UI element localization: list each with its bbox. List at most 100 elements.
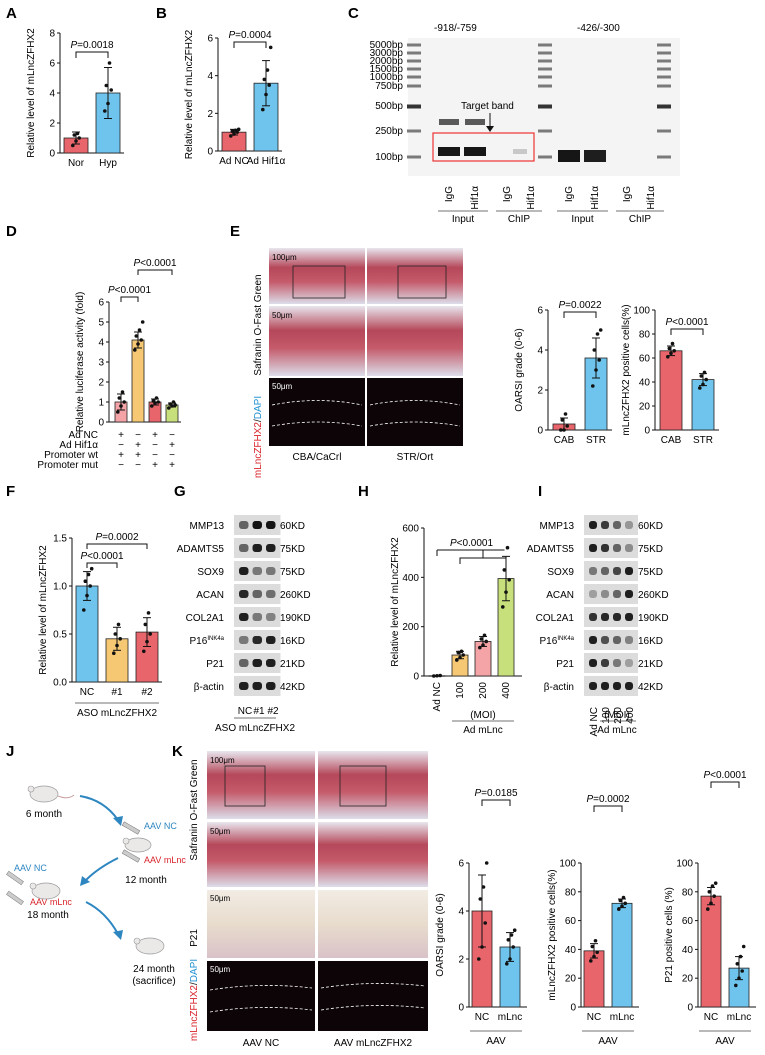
data-point <box>482 633 487 638</box>
protein-label: SOX9 <box>197 567 224 578</box>
lane-label: 100 <box>601 707 612 724</box>
blot-band <box>613 590 621 598</box>
boundary-line <box>320 983 426 989</box>
superscript: INK4a <box>207 636 224 642</box>
blot-band <box>601 567 609 575</box>
significance-bracket <box>563 311 597 318</box>
data-point <box>268 45 273 50</box>
y-axis-label: P21 positive cells (%) <box>664 887 675 983</box>
fluor-image <box>318 961 428 1031</box>
x-tick-label: NC <box>587 1012 601 1023</box>
data-point <box>459 649 464 654</box>
condition-sign: − <box>152 450 158 461</box>
marker-label: 250bp <box>375 126 403 137</box>
y-tick-label: 0 <box>413 672 419 683</box>
blot-band <box>613 567 621 575</box>
lane-label: #1 <box>253 706 265 717</box>
size-label: 75KD <box>280 544 305 555</box>
blot-band <box>239 659 249 667</box>
y-tick-label: 60 <box>639 354 651 365</box>
lane-label: Ad NC <box>589 707 600 736</box>
y-tick-label: 80 <box>682 887 694 898</box>
p-value: =0.0018 <box>77 40 114 51</box>
blot-band <box>589 636 597 644</box>
protein-label: P16INK4a <box>540 636 575 647</box>
histo-image <box>207 822 315 887</box>
scale-label: 50μm <box>210 965 231 974</box>
x-tick-label: STR <box>586 435 606 446</box>
condition-sign: − <box>135 430 141 441</box>
panel-letter-h: H <box>358 483 369 500</box>
p-symbol: P <box>133 258 140 269</box>
syringe-icon <box>6 870 24 886</box>
size-label: 16KD <box>638 636 663 647</box>
data-point <box>707 890 712 894</box>
y-axis-label: mLncZFHX2 positive cells(%) <box>547 869 558 1000</box>
blot-band <box>601 659 609 667</box>
p-symbol: P <box>665 317 672 328</box>
ladder-band <box>657 67 671 71</box>
ladder-band <box>407 155 421 159</box>
size-label: 21KD <box>280 659 305 670</box>
y-tick-label: 0.5 <box>53 630 67 641</box>
y-axis-label: Relative level of mLncZFHX2 <box>390 537 401 667</box>
data-point <box>701 382 705 387</box>
blot-band <box>266 544 276 552</box>
condition-sign: − <box>152 440 158 451</box>
significance-bracket <box>481 799 511 806</box>
data-point <box>595 332 600 336</box>
marker-label: 1500bp <box>370 64 404 75</box>
ladder-band <box>657 43 671 47</box>
ladder-band <box>407 104 421 109</box>
size-label: 42KD <box>280 682 305 693</box>
lane-label: IgG <box>622 186 633 202</box>
histo-image <box>269 248 365 304</box>
y-tick-label: 400 <box>402 573 419 584</box>
protein-label: P21 <box>206 659 224 670</box>
data-point <box>590 944 595 949</box>
y-tick-label: 600 <box>402 524 419 535</box>
blot-band <box>239 590 249 598</box>
ladder-band <box>657 104 671 109</box>
western-blot-g: MMP13 60KD ADAMTS5 75KD SOX9 75KD ACAN 260KD COL… <box>177 515 311 734</box>
data-point <box>456 650 461 655</box>
group-label: ChIP <box>508 214 531 225</box>
x-tick-label: STR <box>693 435 713 446</box>
p-symbol: P <box>95 532 102 543</box>
data-point <box>236 127 241 132</box>
p-value: =0.0002 <box>102 532 139 543</box>
data-point <box>435 673 439 678</box>
blot-band <box>266 521 276 529</box>
y-tick-label: 100 <box>676 859 693 870</box>
data-point <box>483 921 488 925</box>
data-point <box>592 348 597 352</box>
data-point <box>709 901 713 906</box>
data-point <box>116 410 120 414</box>
data-point <box>122 400 126 404</box>
protein-label: ACAN <box>546 590 574 601</box>
flow-arrow-icon <box>85 901 119 935</box>
protein-label: P16INK4a <box>190 636 225 647</box>
time-label: 6 month <box>26 809 62 820</box>
blot-band <box>239 613 249 621</box>
blot-band <box>625 636 633 644</box>
panel-letter-i: I <box>538 483 542 500</box>
data-point <box>740 969 744 973</box>
condition-sign: + <box>135 440 141 451</box>
marker-label: 3000bp <box>370 48 404 59</box>
data-point <box>156 400 160 404</box>
ihc-image <box>207 890 315 958</box>
marker-label: 750bp <box>375 81 403 92</box>
blot-band <box>601 636 609 644</box>
data-point <box>484 861 489 865</box>
data-point <box>562 428 566 432</box>
significance-bracket <box>670 328 704 335</box>
y-tick-label: 40 <box>565 945 577 956</box>
data-point <box>233 128 238 133</box>
x-tick-label: NC <box>704 1012 718 1023</box>
blot-band <box>613 659 621 667</box>
region-label-1: -918/-759 <box>434 23 477 34</box>
y-tick-label: 0 <box>570 1003 576 1014</box>
